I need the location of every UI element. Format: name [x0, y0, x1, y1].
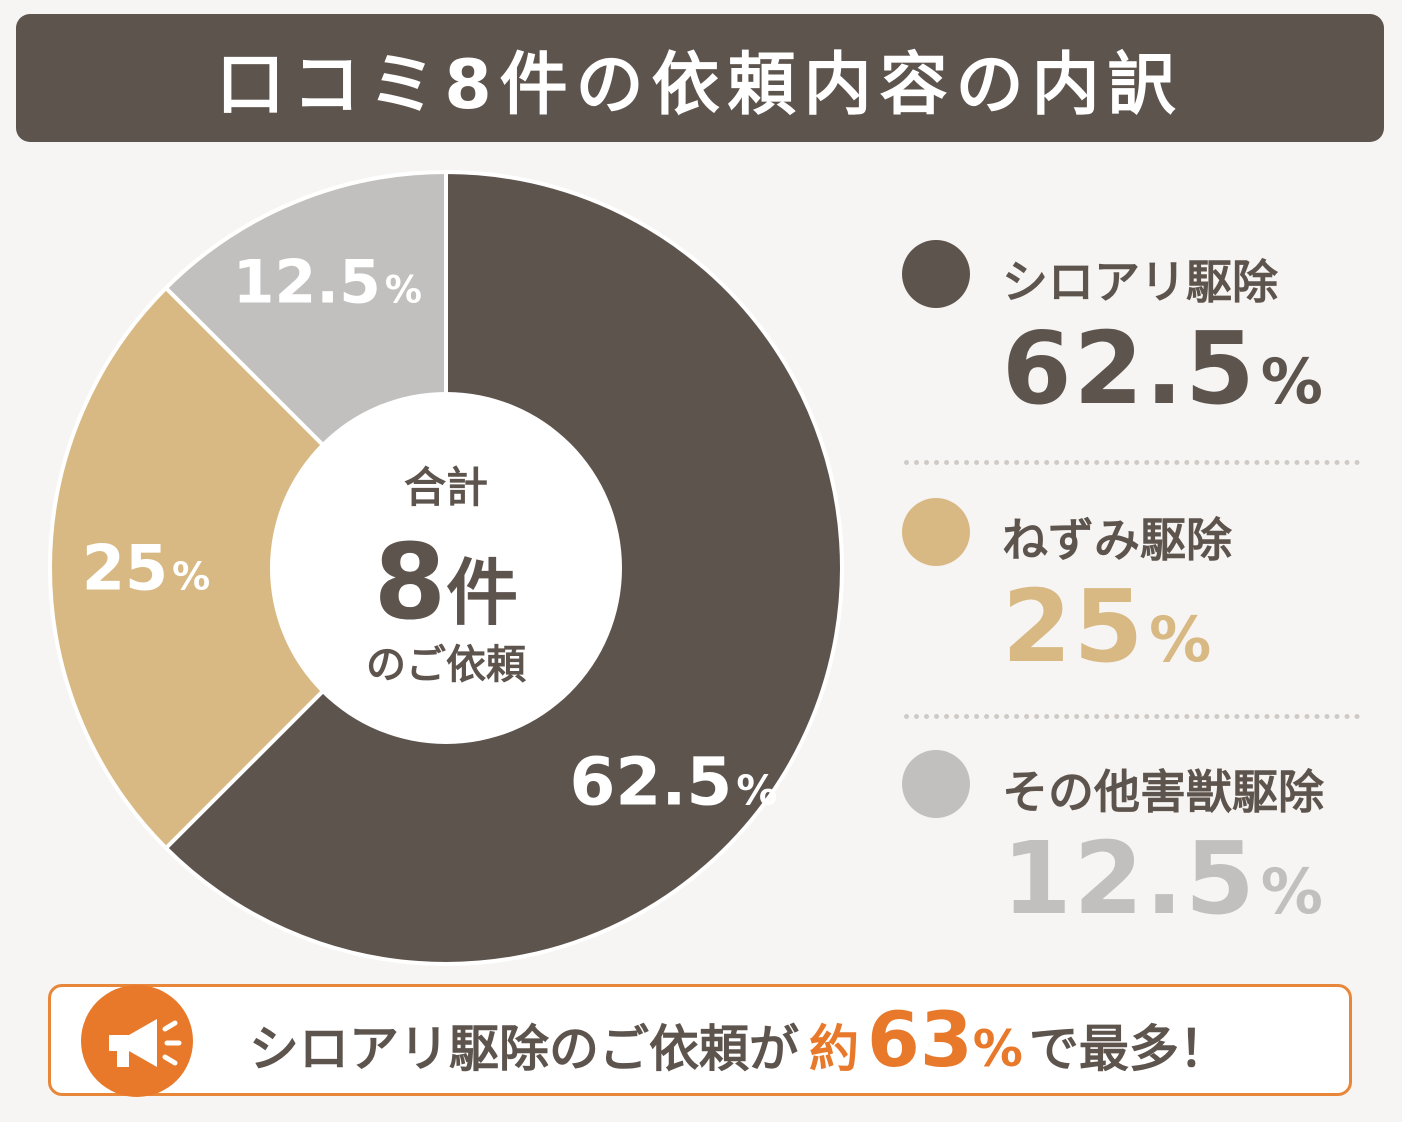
donut-hole [270, 392, 622, 744]
callout-text-after: で最多！ [1028, 1020, 1229, 1078]
legend-divider-1 [904, 460, 1360, 465]
slice-other-label: 12.5% [233, 248, 422, 318]
legend-value-other: 12.5% [1002, 820, 1325, 937]
legend-name-rat: ねずみ駆除 [1002, 513, 1232, 567]
slice-termite-label: 62.5% [569, 744, 777, 821]
legend-divider-2 [904, 714, 1360, 719]
legend-name-termite: シロアリ駆除 [1002, 255, 1278, 309]
summary-callout: シロアリ駆除のご依頼が 約 63 % で最多！ [48, 984, 1352, 1097]
center-summary: 合計 8件 のご依頼 [366, 463, 527, 688]
center-request-label: のご依頼 [366, 642, 527, 688]
legend-dot-other [902, 750, 970, 818]
chart-title: 口コミ8件の依頼内容の内訳 [216, 45, 1184, 125]
center-count: 8件 [374, 521, 518, 643]
callout-message: シロアリ駆除のご依頼が 約 63 % で最多！ [249, 987, 1229, 1093]
legend-name-other: その他害獣駆除 [1002, 765, 1324, 819]
megaphone-icon [81, 985, 193, 1097]
slice-rat [48, 285, 449, 851]
legend-value-rat-number: 25 [1002, 568, 1146, 685]
legend-value-rat-unit: % [1149, 603, 1214, 676]
callout-text-before: シロアリ駆除のご依頼が [249, 1020, 799, 1078]
legend-dot-rat [902, 498, 970, 566]
legend-value-rat: 25% [1002, 568, 1213, 685]
legend-value-other-number: 12.5 [1002, 820, 1257, 937]
title-bar: 口コミ8件の依頼内容の内訳 [16, 14, 1384, 142]
callout-text-approx: 約 [809, 1020, 859, 1078]
slice-rat-label: 25% [82, 532, 210, 605]
center-total-label: 合計 [404, 463, 488, 512]
legend-value-termite: 62.5% [1002, 310, 1325, 427]
callout-unit: % [972, 1020, 1023, 1078]
legend-value-termite-number: 62.5 [1002, 310, 1257, 427]
donut-chart: 62.5% 25 % 12.5% 合計 8件 のご依頼 [48, 169, 844, 966]
legend-value-termite-unit: % [1260, 345, 1325, 418]
legend-dot-termite [902, 240, 970, 308]
center-count-unit: 件 [446, 551, 518, 635]
legend-value-other-unit: % [1260, 855, 1325, 928]
center-count-number: 8 [374, 521, 446, 643]
callout-number: 63 [867, 995, 973, 1084]
slice-labels: 62.5% 25 % 12.5% [82, 248, 778, 821]
